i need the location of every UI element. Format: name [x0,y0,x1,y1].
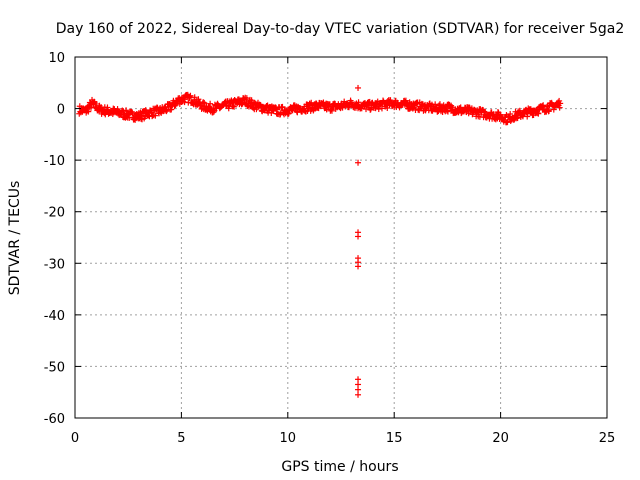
y-tick-label: 10 [48,51,65,66]
y-axis-label: SDTVAR / TECUs [7,181,23,296]
y-tick-label: 0 [57,103,65,118]
outlier-point [355,376,362,383]
data-point [200,99,207,106]
x-axis-label: GPS time / hours [281,459,398,475]
data-point [546,107,553,114]
outlier-point [355,391,362,398]
x-tick-label: 10 [280,431,297,446]
data-point [507,110,514,117]
plot-frame [74,56,608,419]
outlier-point [355,263,362,270]
outlier-point [355,159,362,166]
data-point [504,118,511,125]
data-point [187,92,194,99]
outlier-point [355,381,362,388]
data-points [76,84,564,398]
data-point [279,103,286,110]
outlier-point [355,84,362,91]
chart-title: Day 160 of 2022, Sidereal Day-to-day VTE… [56,21,625,37]
data-point [535,110,542,117]
data-point [243,95,250,102]
x-tick-label: 15 [386,431,403,446]
data-point [231,103,238,110]
data-point [375,106,382,113]
data-point [308,99,315,106]
data-point [85,108,92,115]
y-tick-label: -10 [44,154,65,169]
data-point [207,100,214,107]
data-point [152,112,159,119]
data-point [294,109,301,116]
outlier-point [355,233,362,240]
y-tick-label: -50 [44,360,65,375]
y-tick-label: -30 [44,257,65,272]
data-point [378,105,385,112]
data-point [514,115,521,122]
y-tick-label: -60 [44,412,65,427]
data-point [444,108,451,115]
x-tick-label: 25 [599,431,616,446]
data-point [524,110,531,117]
y-tick-label: -20 [44,206,65,221]
data-point [557,100,564,107]
data-point [123,107,130,114]
axis-ticks: 0 5 10 15 20 25 10 0 -10 -20 -30 -40 -50 -60 [44,51,616,446]
x-tick-label: 5 [177,431,185,446]
data-point [372,105,379,112]
outlier-point [355,386,362,393]
x-tick-label: 20 [492,431,509,446]
data-point [120,108,127,115]
data-point [191,94,198,101]
y-tick-label: -40 [44,309,65,324]
x-tick-label: 0 [71,431,79,446]
